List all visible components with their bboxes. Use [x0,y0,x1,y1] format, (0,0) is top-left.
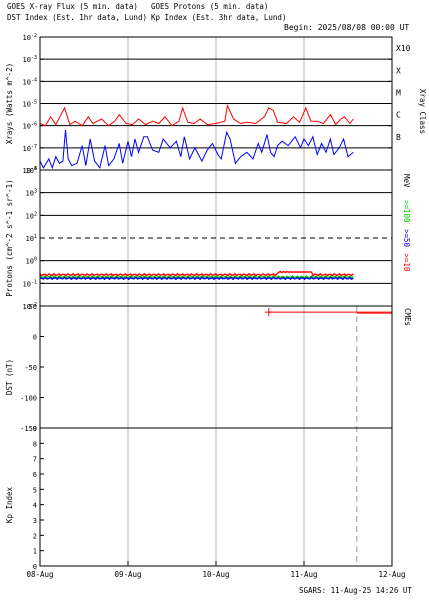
proton-unit-label: MeV [402,174,411,188]
proton-tick-label: 102 [26,211,37,220]
proton-energy-label: >=50 [402,229,411,248]
dst-tick-label: -150 [20,425,37,433]
xray-class-label: X [396,66,401,75]
dst-title: DST Index (Est. 1hr data, Lund) [7,13,147,22]
x-tick-label: 09-Aug [114,570,141,579]
begin-time: Begin: 2025/08/08 00:00 UT [284,23,410,32]
dst-tick-label: -100 [20,395,37,403]
cme-marker [264,308,273,317]
kp-tick-label: 7 [33,456,37,464]
xray-tick-label: 10-6 [23,122,37,131]
xray-tick-label: 10-3 [23,55,37,64]
kp-tick-label: 6 [33,471,37,479]
kp-tick-label: 8 [33,440,37,448]
dst-y-axis-label: DST (nT) [5,359,14,395]
xray-y-axis-label: Xrays (Watts m^-2) [5,63,14,144]
kp-tick-label: 0 [33,563,37,571]
x-tick-label: 11-Aug [290,570,317,579]
proton-tick-label: 10-2 [23,302,37,311]
dst-tick-label: -50 [24,364,37,372]
proton-energy-label: >=10 [402,253,411,272]
proton-series-green [39,275,354,279]
proton-tick-label: 104 [26,166,37,175]
proton-y-axis-label: Protons (cm^-2 s^-1 sr^-1) [5,179,14,296]
xray-tick-label: 10-8 [23,166,37,175]
xray-tick-label: 10-4 [23,77,37,86]
kp-tick-label: 5 [33,486,37,494]
kp-y-axis-label: Kp Index [5,486,14,523]
xray-class-label: C [396,111,401,120]
kp-tick-label: 3 [33,517,37,525]
xray-class-label: B [396,133,401,142]
xray-class-label: X10 [396,44,411,53]
xray-tick-label: 10-5 [23,100,37,109]
proton-tick-label: 100 [26,257,37,266]
cme-axis-label: CMEs [403,308,412,326]
xray-series-blue [39,130,354,170]
footer-credit: SGARS: 11-Aug-25 14:26 UT [299,586,412,595]
proton-tick-label: 103 [26,189,37,198]
xray-tick-label: 10-2 [23,33,37,42]
xray-title: GOES X-ray Flux (5 min. data) [7,2,138,11]
dst-tick-label: 0 [33,334,37,342]
xray-series-red [39,104,354,127]
x-tick-label: 08-Aug [26,570,53,579]
kp-tick-label: 1 [33,548,37,556]
proton-energy-label: >=100 [402,200,411,223]
xray-tick-label: 10-7 [23,144,37,153]
kp-tick-label: 4 [33,502,37,510]
proton-tick-label: 101 [26,234,37,243]
xray-class-label: M [396,88,401,97]
kp-tick-label: 9 [33,425,37,433]
xray-class-axis-label: Xray Class [418,89,427,134]
kp-title: Kp Index (Est. 3hr data, Lund) [151,13,287,22]
x-tick-label: 12-Aug [378,570,405,579]
x-tick-label: 10-Aug [202,570,229,579]
proton-series-blue [39,276,354,281]
kp-tick-label: 2 [33,532,37,540]
dst-tick-label: 50 [29,303,37,311]
proton-tick-label: 10-1 [23,279,37,288]
header: GOES X-ray Flux (5 min. data) DST Index … [0,0,429,40]
proton-series-red [39,270,354,277]
proton-title: GOES Protons (5 min. data) [151,2,269,11]
